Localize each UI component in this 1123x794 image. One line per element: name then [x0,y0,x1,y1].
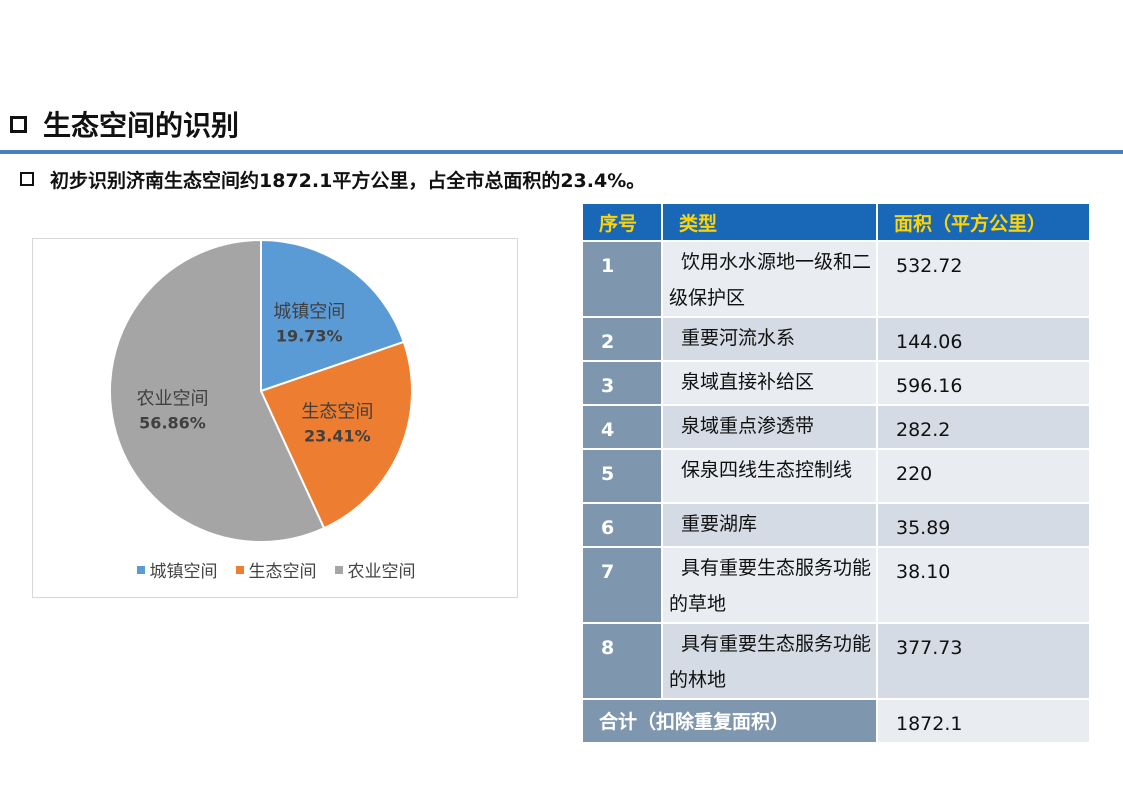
legend-label: 城镇空间 [149,562,218,582]
table-row: 5 保泉四线生态控制线 220 [583,450,1089,504]
legend-item: 城镇空间 [136,557,218,582]
table-row: 4 泉域重点渗透带 282.2 [583,406,1089,450]
row-type: 具有重要生态服务功能的草地 [663,548,878,624]
legend-label: 农业空间 [347,562,416,582]
legend-swatch [235,565,244,574]
page-title: 生态空间的识别 [10,104,239,144]
row-no: 5 [583,450,663,504]
subtitle: 初步识别济南生态空间约1872.1平方公里，占全市总面积的23.4%。 [20,165,645,193]
table-row: 3 泉域直接补给区 596.16 [583,362,1089,406]
row-area: 377.73 [878,624,1089,700]
legend-label: 生态空间 [248,562,317,582]
table-row: 2 重要河流水系 144.06 [583,318,1089,362]
pie-slice-2 [259,340,413,530]
total-value: 1872.1 [878,700,1089,744]
row-no: 8 [583,624,663,700]
legend-item: 生态空间 [235,557,317,582]
pie-slice-3 [109,239,326,543]
header-area: 面积（平方公里） [878,204,1089,242]
legend-swatch [334,565,343,574]
row-area: 35.89 [878,504,1089,548]
slice-value-label: 23.41% [304,427,371,446]
row-no: 1 [583,242,663,318]
row-no: 4 [583,406,663,450]
row-type: 重要湖库 [663,504,878,548]
ecospace-table: 序号 类型 面积（平方公里） 1 饮用水水源地一级和二级保护区 532.72 2… [583,204,1089,744]
pie-chart-svg: 城镇空间 19.73% 生态空间 23.41% 农业空间 56.86% [109,239,413,543]
legend-swatch [136,565,145,574]
chart-legend: 城镇空间 生态空间 农业空间 [33,557,519,582]
row-area: 532.72 [878,242,1089,318]
row-area: 144.06 [878,318,1089,362]
slice-value-label: 19.73% [276,326,343,345]
page-title-text: 生态空间的识别 [43,109,240,142]
row-area: 220 [878,450,1089,504]
row-no: 3 [583,362,663,406]
row-no: 6 [583,504,663,548]
checkbox-square-icon [10,115,27,133]
table-row: 7 具有重要生态服务功能的草地 38.10 [583,548,1089,624]
legend-item: 农业空间 [334,557,416,582]
table-row: 6 重要湖库 35.89 [583,504,1089,548]
total-label: 合计（扣除重复面积） [583,700,878,744]
table-row: 1 饮用水水源地一级和二级保护区 532.72 [583,242,1089,318]
table-row: 8 具有重要生态服务功能的林地 377.73 [583,624,1089,700]
slice-name-label: 农业空间 [136,388,208,409]
subtitle-text: 初步识别济南生态空间约1872.1平方公里，占全市总面积的23.4%。 [50,169,646,192]
checkbox-square-icon [20,172,34,186]
row-type: 具有重要生态服务功能的林地 [663,624,878,700]
header-no: 序号 [583,204,663,242]
slice-name-label: 生态空间 [301,402,373,423]
row-type: 泉域重点渗透带 [663,406,878,450]
row-type: 保泉四线生态控制线 [663,450,878,504]
row-no: 2 [583,318,663,362]
row-type: 重要河流水系 [663,318,878,362]
table-total-row: 合计（扣除重复面积） 1872.1 [583,700,1089,744]
pie-chart: 城镇空间 19.73% 生态空间 23.41% 农业空间 56.86% 城镇空间 生态空间农… [32,238,518,598]
row-area: 282.2 [878,406,1089,450]
row-area: 596.16 [878,362,1089,406]
header-type: 类型 [663,204,878,242]
table-header-row: 序号 类型 面积（平方公里） [583,204,1089,242]
row-area: 38.10 [878,548,1089,624]
title-divider [0,150,1123,154]
row-type: 泉域直接补给区 [663,362,878,406]
row-type: 饮用水水源地一级和二级保护区 [663,242,878,318]
slice-value-label: 56.86% [139,413,206,432]
slice-name-label: 城镇空间 [273,301,345,322]
row-no: 7 [583,548,663,624]
